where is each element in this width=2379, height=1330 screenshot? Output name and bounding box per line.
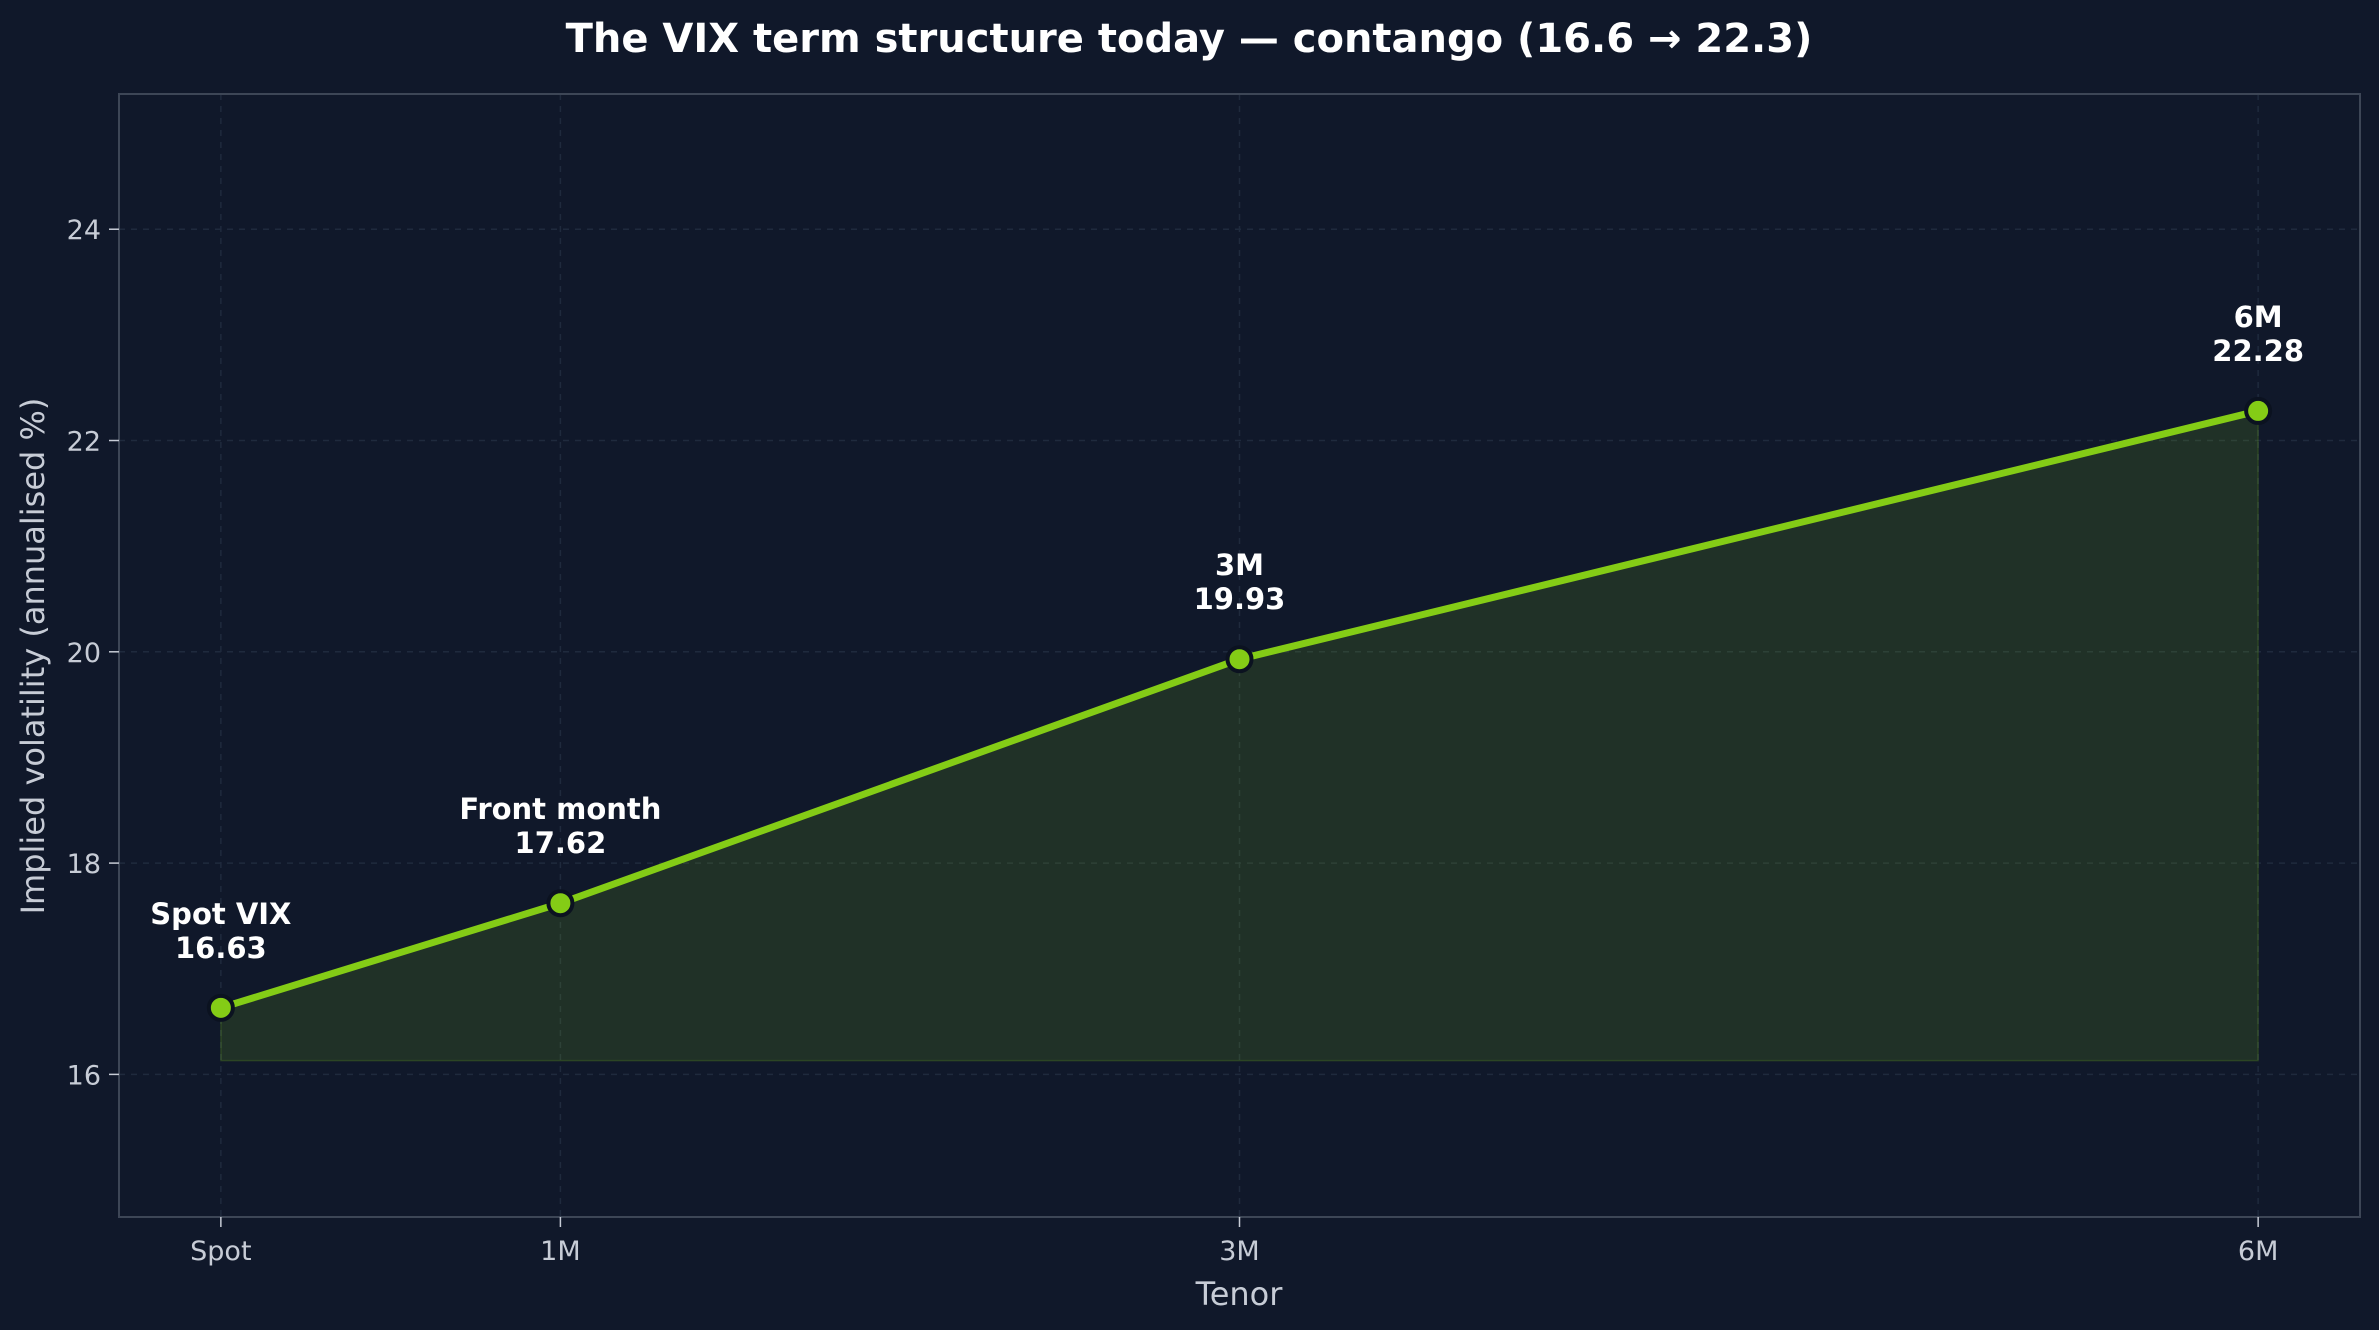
y-tick-label: 18 — [67, 849, 101, 880]
data-label-value: 19.93 — [1194, 582, 1286, 616]
data-label-name: Spot VIX — [150, 897, 291, 931]
series-line-layer — [217, 407, 2262, 1012]
y-tick-label: 24 — [67, 215, 101, 246]
data-label-value: 16.63 — [175, 931, 267, 965]
series-line — [217, 407, 2262, 1012]
y-tick-label: 16 — [67, 1060, 101, 1091]
data-point — [1225, 645, 1254, 674]
data-label-name: Front month — [459, 792, 661, 826]
data-label-value: 22.28 — [2212, 334, 2304, 368]
x-axis-label: Tenor — [1195, 1275, 1284, 1313]
data-label-value: 17.62 — [515, 826, 607, 860]
gridlines — [119, 94, 2360, 1217]
data-point — [206, 993, 235, 1022]
y-tick-label: 20 — [67, 638, 101, 669]
x-tick-label: 6M — [2238, 1236, 2278, 1267]
x-tick-label: 1M — [540, 1236, 580, 1267]
data-point — [2244, 396, 2273, 425]
data-points — [206, 396, 2273, 1022]
axes: 16 18 20 22 24 Spot 1M 3M 6M — [67, 93, 2361, 1267]
data-label-name: 6M — [2234, 300, 2283, 334]
data-label-name: 3M — [1215, 548, 1264, 582]
x-tick-label: Spot — [190, 1236, 251, 1267]
chart-title: The VIX term structure today — contango … — [566, 16, 1813, 62]
x-tick-label: 3M — [1219, 1236, 1259, 1267]
y-axis-label: Implied volatility (annualised %) — [14, 398, 52, 915]
y-tick-label: 22 — [67, 427, 101, 458]
data-point — [546, 889, 575, 918]
